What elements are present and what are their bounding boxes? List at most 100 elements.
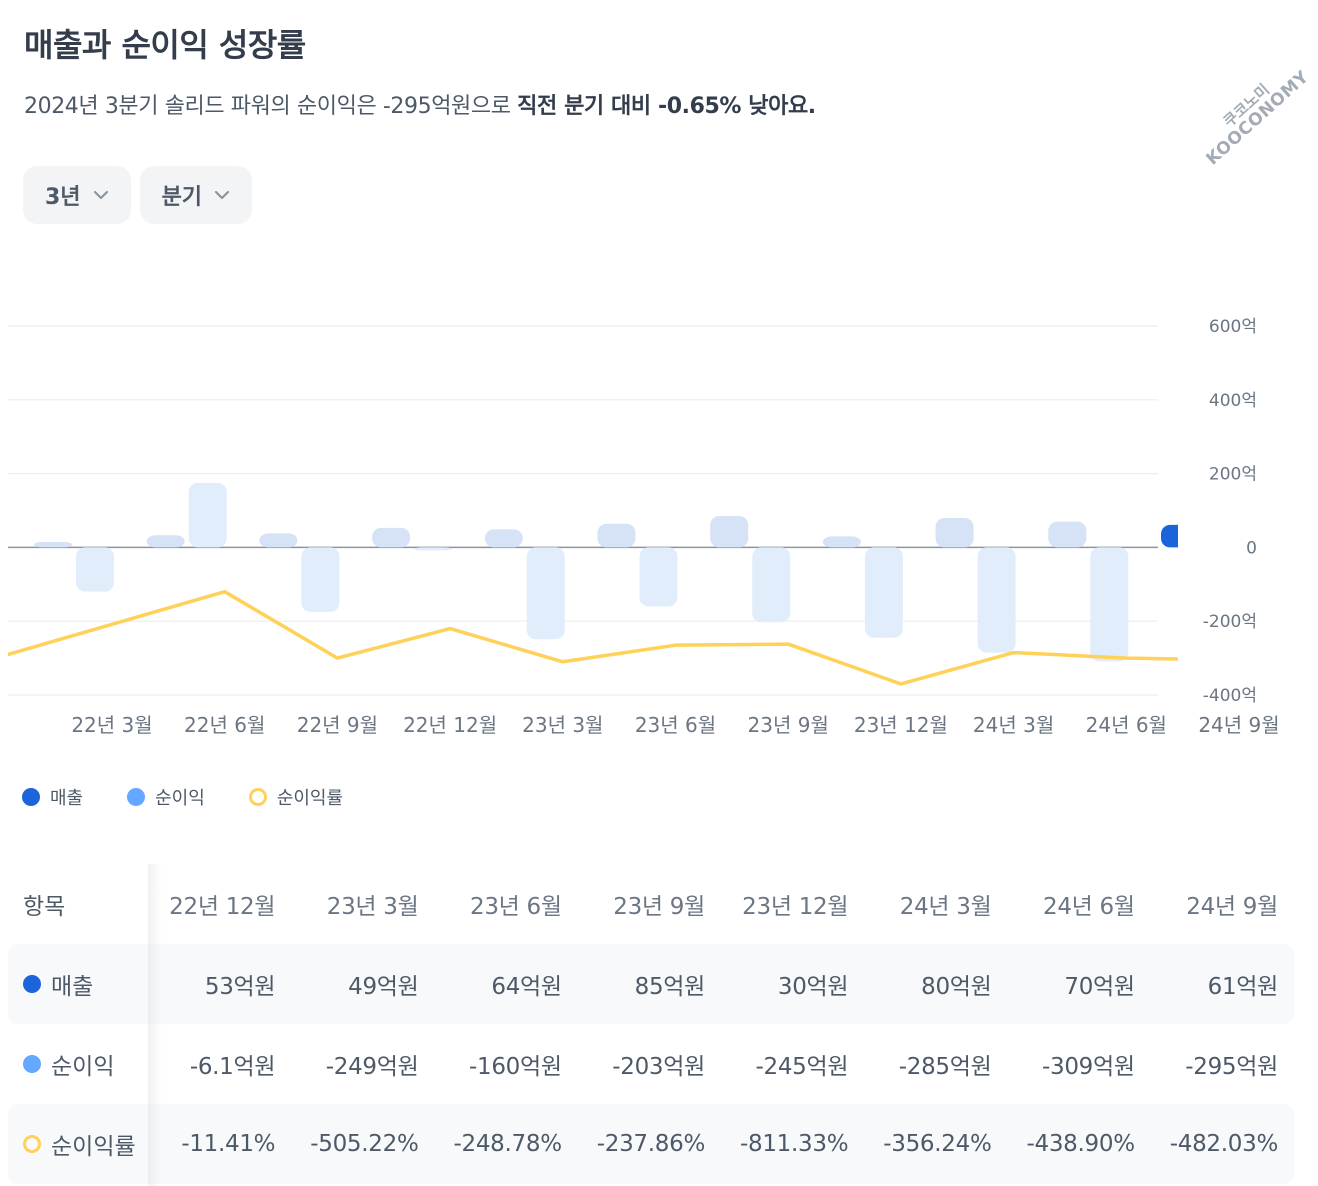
row-label: 순이익 [8, 1047, 148, 1081]
table-cell: 61억원 [1207, 974, 1279, 1000]
row-label: 순이익률 [8, 1127, 148, 1161]
x-tick-label: 22년 6월 [184, 713, 265, 737]
table-header-label: 항목 [23, 894, 66, 920]
table-cell: 49억원 [348, 974, 419, 1000]
y-tick-label: -400억 [1203, 686, 1257, 706]
table-cell: -245억원 [755, 1054, 849, 1080]
net-income-bar [414, 547, 453, 551]
legend-item-margin[interactable]: 순이익률 [248, 784, 343, 810]
revenue-dot-icon [22, 788, 40, 806]
net-income-bar [752, 547, 791, 623]
margin-ring-icon [23, 1135, 41, 1153]
net-income-bar [76, 547, 114, 592]
period-unit-dropdown[interactable]: 분기 [139, 166, 253, 224]
revenue-bar [935, 517, 974, 548]
watermark: 쿠코노미 KOOCONOMY [1186, 50, 1318, 175]
net-income-bar [526, 547, 565, 640]
table-cell: -482.03% [1169, 1131, 1279, 1157]
y-tick-label: 600억 [1209, 317, 1257, 337]
financial-table: 항목 22년 12월 23년 3월 23년 6월 23년 9월 23년 12월 … [8, 864, 1294, 1184]
legend-label: 매출 [50, 788, 84, 809]
table-cell: -505.22% [310, 1131, 419, 1157]
watermark-latin: KOOCONOMY [1202, 66, 1313, 170]
table-cell: -237.86% [596, 1131, 706, 1157]
table-cell: -6.1억원 [189, 1054, 276, 1080]
table-header-cell: 23년 3월 [326, 894, 419, 920]
y-tick-label: 200억 [1209, 465, 1257, 485]
table-cell: -248.78% [453, 1131, 563, 1157]
chart-legend: 매출 순이익 순이익률 [22, 784, 343, 810]
x-tick-label: 23년 9월 [748, 713, 829, 737]
net-income-bar [301, 547, 340, 612]
table-cell: -249억원 [325, 1054, 419, 1080]
sticky-column-shadow [148, 864, 162, 1186]
table-row-net-income: 순이익 -6.1억원 -249억원 -160억원 -203억원 -245억원 -… [8, 1024, 1294, 1104]
revenue-netincome-chart: 600억 400억 200억 0 -200억 -400억 22년 3월 22년 6월 22년 9… [8, 317, 1280, 737]
revenue-bar [597, 523, 636, 548]
table-header-cell: 23년 9월 [613, 894, 705, 920]
x-tick-label: 24년 9월 [1198, 713, 1279, 737]
table-cell: -285억원 [898, 1054, 992, 1080]
table-header-cell: 23년 6월 [470, 894, 562, 920]
y-tick-label: -200억 [1203, 612, 1257, 632]
x-tick-label: 22년 3월 [71, 713, 152, 737]
table-header-cell: 23년 12월 [742, 894, 849, 920]
table-cell: -295억원 [1185, 1054, 1278, 1080]
table-cell: 64억원 [491, 974, 562, 1000]
net-income-bar [639, 547, 678, 607]
margin-ring-icon [248, 788, 267, 806]
revenue-bar [484, 529, 523, 548]
table-cell: -356.24% [883, 1131, 992, 1157]
table-cell: 30억원 [777, 974, 849, 1000]
table-cell: -438.90% [1026, 1131, 1136, 1157]
table-header-cell: 24년 6월 [1043, 894, 1135, 920]
net-income-bar [1090, 547, 1129, 662]
legend-item-revenue[interactable]: 매출 [22, 784, 83, 810]
summary-plain: 2024년 3분기 솔리드 파워의 순이익은 -295억원으로 [24, 94, 518, 119]
table-cell: 70억원 [1064, 974, 1135, 1000]
legend-label: 순이익 [155, 788, 205, 809]
chevron-down-icon [93, 190, 108, 200]
net-income-bar [188, 482, 227, 548]
period-range-label: 3년 [45, 185, 81, 210]
table-cell: 53억원 [204, 974, 276, 1000]
table-row-margin: 순이익률 -11.41% -505.22% -248.78% -237.86% … [8, 1104, 1294, 1184]
filter-bar: 3년 분기 [23, 166, 253, 224]
table-cell: 80억원 [921, 974, 992, 1000]
table-cell: 85억원 [634, 974, 706, 1000]
row-label-text: 순이익 [51, 1054, 115, 1080]
revenue-bar [259, 533, 298, 548]
row-label-text: 순이익률 [51, 1134, 136, 1160]
table-header-cell: 24년 3월 [899, 894, 992, 920]
revenue-bar [34, 541, 72, 548]
page-title: 매출과 순이익 성장률 [24, 26, 306, 64]
x-tick-label: 22년 12월 [403, 713, 497, 737]
table-header-cell: 24년 9월 [1186, 894, 1278, 920]
table-header-row: 항목 22년 12월 23년 3월 23년 6월 23년 9월 23년 12월 … [8, 864, 1294, 944]
x-tick-label: 23년 6월 [635, 713, 716, 737]
plot-area [8, 482, 1241, 686]
table-cell: -203억원 [612, 1054, 705, 1080]
y-tick-label: 0 [1246, 538, 1257, 558]
net-income-dot-icon [127, 788, 146, 806]
revenue-bar [710, 516, 749, 548]
summary-text: 2024년 3분기 솔리드 파워의 순이익은 -295억원으로 직전 분기 대비… [24, 88, 816, 120]
net-margin-line [8, 589, 1178, 686]
net-income-bar [1203, 547, 1241, 656]
revenue-bar [1161, 524, 1178, 548]
x-tick-label: 23년 12월 [854, 713, 948, 737]
watermark-korean: 쿠코노미 [1219, 80, 1273, 131]
table-cell: -160억원 [469, 1054, 562, 1080]
x-tick-label: 24년 6월 [1086, 713, 1167, 737]
summary-highlight: 직전 분기 대비 -0.65% 낮아요. [517, 94, 816, 119]
x-tick-label: 23년 3월 [522, 713, 603, 737]
period-range-dropdown[interactable]: 3년 [23, 166, 131, 224]
revenue-bar [146, 535, 185, 548]
period-unit-label: 분기 [161, 185, 203, 210]
table-row-revenue: 매출 53억원 49억원 64억원 85억원 30억원 80억원 70억원 61… [8, 944, 1294, 1024]
revenue-bar [372, 527, 411, 548]
table-cell: -11.41% [181, 1131, 276, 1157]
revenue-bar [822, 536, 861, 548]
legend-item-net-income[interactable]: 순이익 [127, 784, 205, 810]
net-income-dot-icon [23, 1055, 41, 1073]
